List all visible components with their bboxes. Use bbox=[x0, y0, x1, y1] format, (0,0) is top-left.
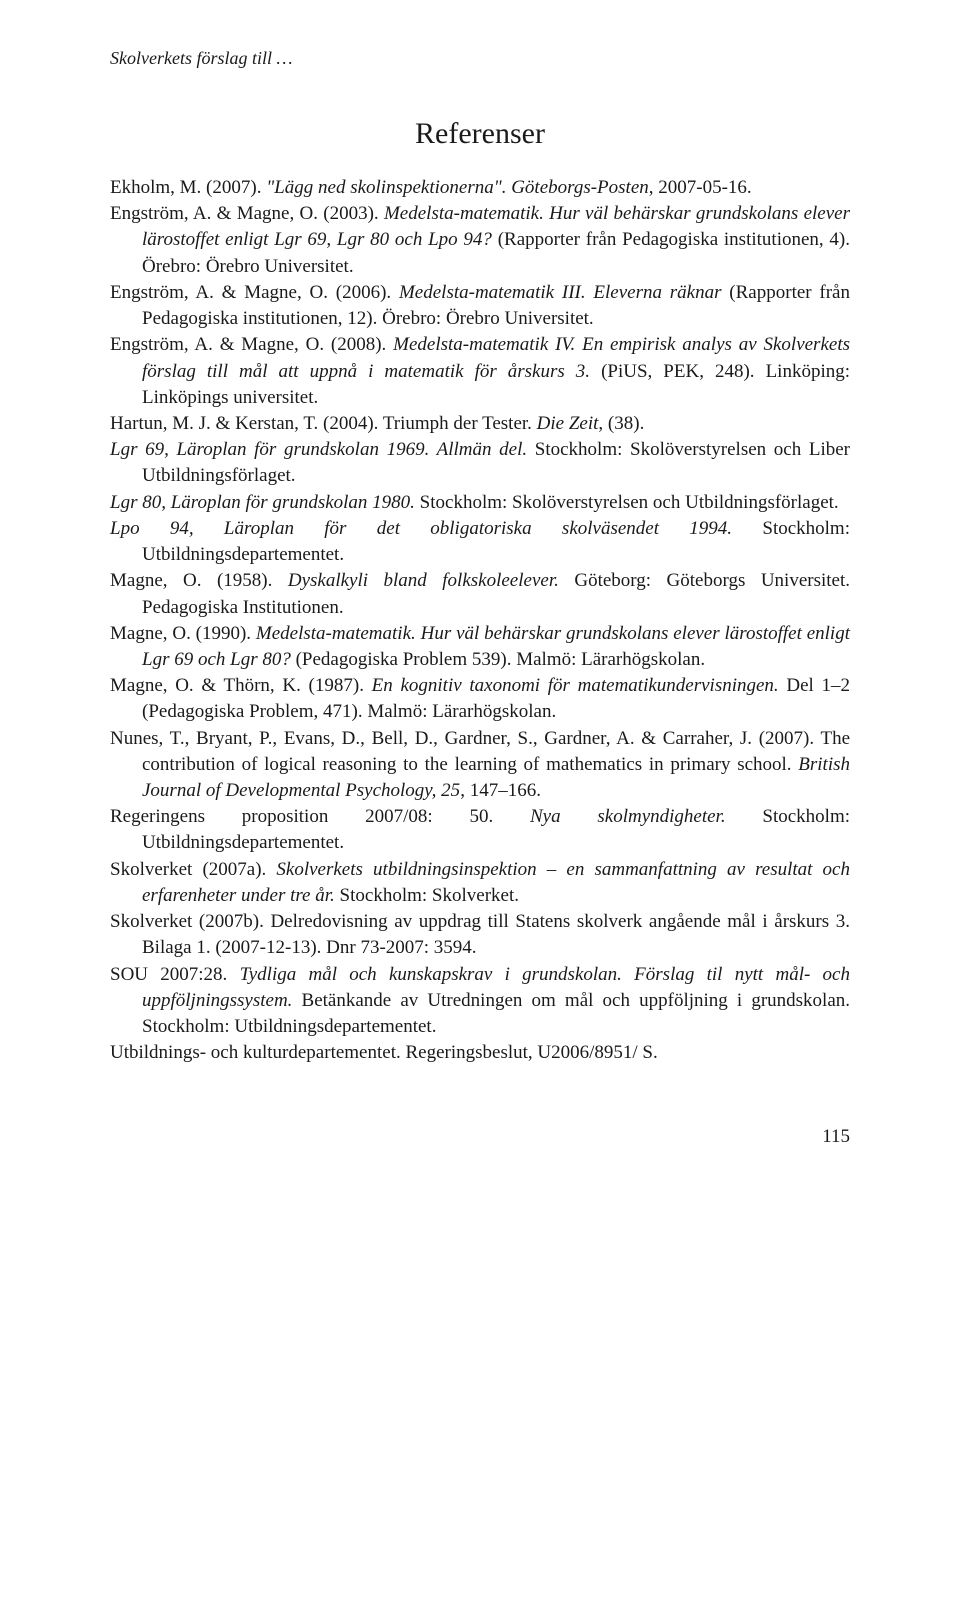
reference-entry: Utbildnings- och kulturdepartementet. Re… bbox=[110, 1040, 850, 1066]
reference-text: Engström, A. & Magne, O. (2008). bbox=[110, 334, 393, 355]
reference-text: SOU 2007:28. bbox=[110, 964, 240, 985]
reference-entry: Engström, A. & Magne, O. (2006). Medelst… bbox=[110, 280, 850, 332]
reference-entry: SOU 2007:28. Tydliga mål och kunskapskra… bbox=[110, 962, 850, 1041]
reference-text: , 147–166. bbox=[460, 780, 541, 801]
reference-text: , (38). bbox=[598, 413, 644, 434]
reference-text: Hartun, M. J. & Kerstan, T. (2004). Triu… bbox=[110, 413, 537, 434]
reference-list: Ekholm, M. (2007). "Lägg ned skolinspekt… bbox=[110, 175, 850, 1066]
running-head: Skolverkets förslag till … bbox=[110, 48, 850, 69]
reference-entry: Lgr 69, Läroplan för grundskolan 1969. A… bbox=[110, 437, 850, 489]
reference-entry: Engström, A. & Magne, O. (2008). Medelst… bbox=[110, 332, 850, 411]
reference-entry: Engström, A. & Magne, O. (2003). Medelst… bbox=[110, 201, 850, 280]
reference-text: Utbildnings- och kulturdepartementet. Re… bbox=[110, 1042, 658, 1063]
reference-text: Medelsta-matematik III. Eleverna räknar bbox=[399, 282, 722, 303]
reference-text: Nunes, T., Bryant, P., Evans, D., Bell, … bbox=[110, 728, 850, 775]
reference-text: Lgr 69, Läroplan för grundskolan 1969. A… bbox=[110, 439, 527, 460]
reference-text: Magne, O. (1958). bbox=[110, 570, 288, 591]
reference-entry: Regeringens proposition 2007/08: 50. Nya… bbox=[110, 804, 850, 856]
reference-text: Regeringens proposition 2007/08: 50. bbox=[110, 806, 530, 827]
reference-text: Lpo 94, Läroplan för det obligatoriska s… bbox=[110, 518, 732, 539]
reference-text: , 2007-05-16. bbox=[649, 177, 752, 198]
reference-text: En kognitiv taxonomi för matematikunderv… bbox=[372, 675, 779, 696]
reference-text: Skolverket (2007b). Delredovisning av up… bbox=[110, 911, 850, 958]
reference-text: Nya skolmyndigheter. bbox=[530, 806, 726, 827]
reference-entry: Magne, O. (1958). Dyskalkyli bland folks… bbox=[110, 568, 850, 620]
reference-entry: Nunes, T., Bryant, P., Evans, D., Bell, … bbox=[110, 726, 850, 805]
reference-text: Dyskalkyli bland folkskoleelever. bbox=[288, 570, 559, 591]
reference-entry: Magne, O. & Thörn, K. (1987). En kogniti… bbox=[110, 673, 850, 725]
reference-text: Stockholm: Skolöverstyrelsen och Utbildn… bbox=[415, 492, 839, 513]
reference-text: Engström, A. & Magne, O. (2003). bbox=[110, 203, 384, 224]
section-title: Referenser bbox=[110, 117, 850, 151]
reference-entry: Skolverket (2007a). Skolverkets utbildni… bbox=[110, 857, 850, 909]
page-number: 115 bbox=[110, 1126, 850, 1148]
reference-entry: Skolverket (2007b). Delredovisning av up… bbox=[110, 909, 850, 961]
reference-text: Magne, O. & Thörn, K. (1987). bbox=[110, 675, 372, 696]
reference-text: Lgr 80, Läroplan för grundskolan 1980. bbox=[110, 492, 415, 513]
reference-text: Magne, O. (1990). bbox=[110, 623, 256, 644]
reference-text: Die Zeit bbox=[537, 413, 599, 434]
reference-entry: Lgr 80, Läroplan för grundskolan 1980. S… bbox=[110, 490, 850, 516]
reference-text: Stockholm: Skolverket. bbox=[335, 885, 519, 906]
reference-text: (Pedagogiska Problem 539). Malmö: Lärarh… bbox=[291, 649, 705, 670]
reference-text: Skolverket (2007a). bbox=[110, 859, 276, 880]
reference-text: "Lägg ned skolinspektionerna". Göteborgs… bbox=[266, 177, 649, 198]
reference-text: Ekholm, M. (2007). bbox=[110, 177, 266, 198]
reference-entry: Lpo 94, Läroplan för det obligatoriska s… bbox=[110, 516, 850, 568]
reference-entry: Hartun, M. J. & Kerstan, T. (2004). Triu… bbox=[110, 411, 850, 437]
reference-entry: Ekholm, M. (2007). "Lägg ned skolinspekt… bbox=[110, 175, 850, 201]
reference-entry: Magne, O. (1990). Medelsta-matematik. Hu… bbox=[110, 621, 850, 673]
reference-text: Engström, A. & Magne, O. (2006). bbox=[110, 282, 399, 303]
